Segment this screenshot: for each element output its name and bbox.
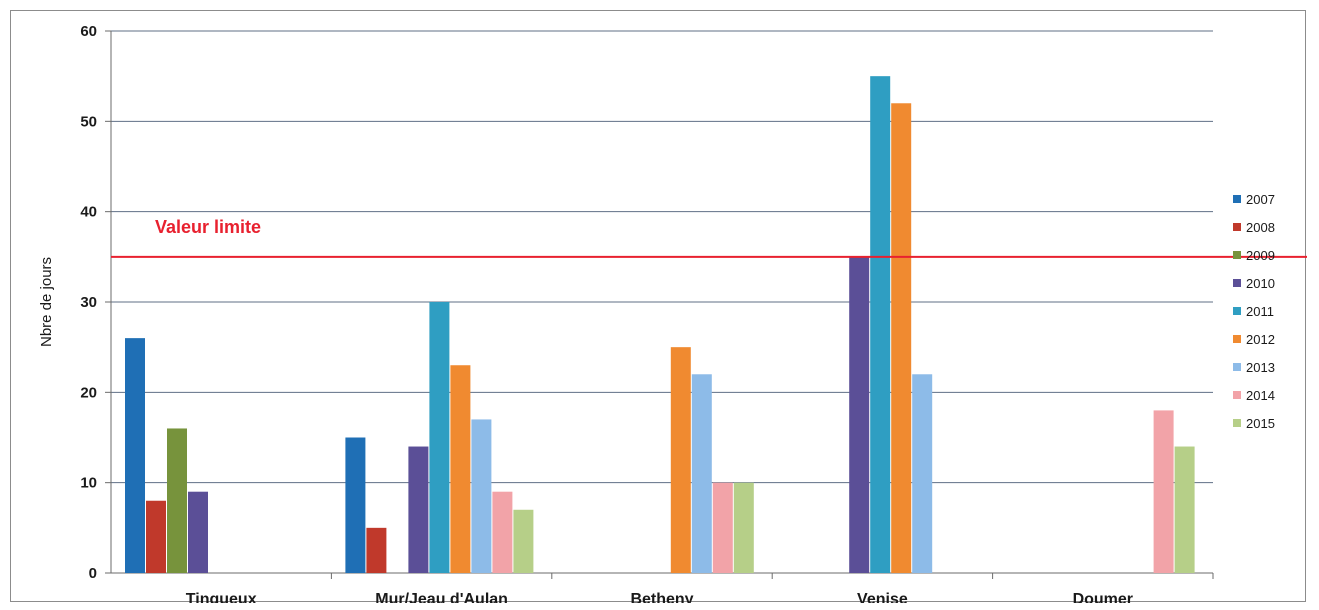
legend-label-2007: 2007: [1246, 192, 1275, 207]
legend-swatch-2011: [1233, 307, 1241, 315]
y-tick-label: 50: [80, 113, 97, 130]
bar-2014-2: [712, 482, 733, 573]
x-category-label: Venise: [857, 591, 908, 603]
y-tick-label: 10: [80, 475, 97, 492]
y-tick-label: 0: [89, 565, 97, 582]
legend-label-2012: 2012: [1246, 332, 1275, 347]
bar-2008-1: [366, 527, 387, 573]
legend-swatch-2010: [1233, 279, 1241, 287]
bar-2012-1: [450, 365, 471, 573]
gridlines: [111, 30, 1213, 484]
y-tick-label: 60: [80, 23, 97, 40]
y-tick-label: 30: [80, 294, 97, 311]
legend-label-2015: 2015: [1246, 416, 1275, 431]
threshold: Valeur limite: [111, 217, 1307, 258]
bar-2013-3: [912, 374, 933, 573]
y-axis-title-group: Nbre de jours: [38, 257, 55, 347]
bar-2007-0: [125, 338, 145, 573]
bar-2012-3: [891, 103, 912, 574]
axes: 0 10 20 30 40 50 60 Tinqueux Mur/Jeau d'Aulan Bet…: [80, 23, 1214, 608]
legend-label-2013: 2013: [1246, 360, 1275, 375]
bar-2013-2: [691, 374, 712, 573]
bar-2015-4: [1174, 446, 1195, 573]
bar-2009-0: [167, 428, 187, 573]
legend-swatch-2013: [1233, 363, 1241, 371]
bar-chart: 0 10 20 30 40 50 60 Tinqueux Mur/Jeau d'Aulan Bet…: [38, 23, 1307, 608]
bar-2010-0: [188, 491, 208, 573]
y-tick-label: 40: [80, 204, 97, 221]
bar-2007-1: [345, 437, 366, 573]
bar-2015-2: [733, 482, 754, 573]
bar-2013-1: [471, 419, 492, 573]
legend-label-2010: 2010: [1246, 276, 1275, 291]
bar-2010-3: [849, 256, 870, 573]
legend-label-2009: 2009: [1246, 248, 1275, 263]
legend-swatch-2015: [1233, 419, 1241, 427]
legend-swatch-2008: [1233, 223, 1241, 231]
x-category-label: Betheny: [630, 591, 693, 603]
bar-2014-4: [1153, 410, 1174, 573]
legend-label-2011: 2011: [1246, 304, 1274, 319]
threshold-label: Valeur limite: [155, 217, 261, 237]
bar-2015-1: [513, 509, 534, 573]
bar-2008-0: [146, 500, 166, 573]
bar-2011-3: [870, 76, 891, 574]
legend-swatch-2009: [1233, 251, 1241, 259]
bar-2011-1: [429, 302, 450, 573]
bars: [125, 76, 1195, 574]
legend-label-2014: 2014: [1246, 388, 1275, 403]
chart-frame: 0 10 20 30 40 50 60 Tinqueux Mur/Jeau d'Aulan Bet…: [10, 10, 1307, 608]
x-category-label: Mur/Jeau d'Aulan: [375, 591, 508, 603]
x-category-label: Tinqueux: [186, 591, 257, 603]
legend-swatch-2007: [1233, 195, 1241, 203]
legend-label-2008: 2008: [1246, 220, 1275, 235]
y-tick-label: 20: [80, 384, 97, 401]
bar-2012-2: [670, 347, 691, 573]
legend-swatch-2012: [1233, 335, 1241, 343]
x-category-label: Doumer: [1073, 591, 1133, 603]
y-axis-title: Nbre de jours: [38, 257, 55, 347]
bar-2014-1: [492, 491, 513, 573]
legend-swatch-2014: [1233, 391, 1241, 399]
legend: 2007 2008 2009 2010 2011 2012 2013 2014 2015: [1233, 192, 1275, 431]
bar-2010-1: [408, 446, 429, 573]
